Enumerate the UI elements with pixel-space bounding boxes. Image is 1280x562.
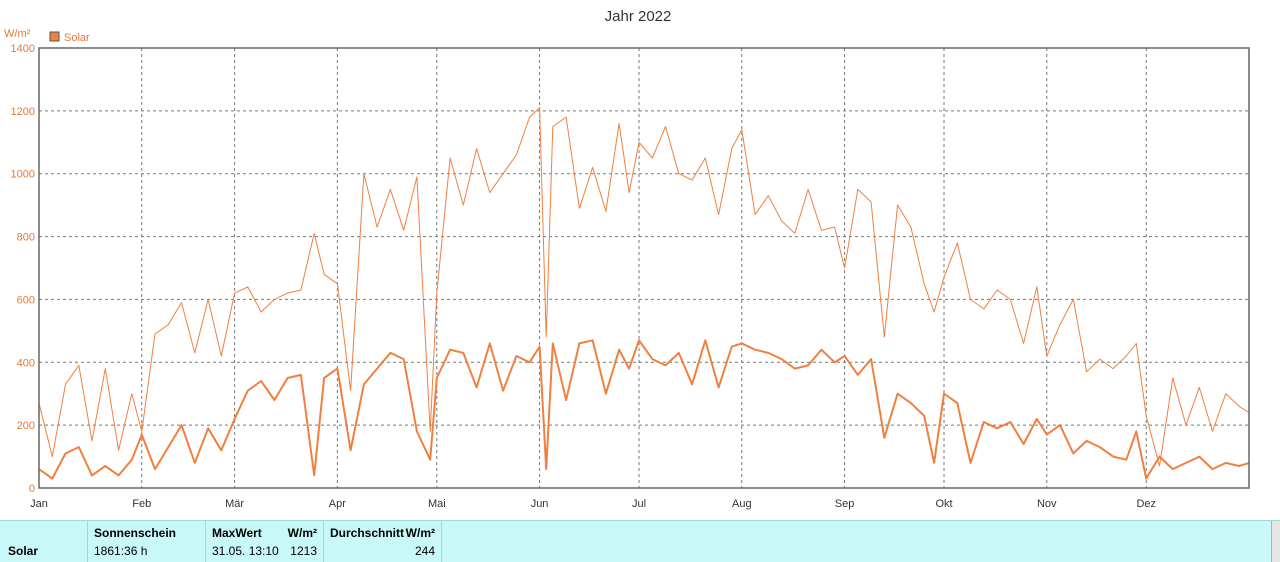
- max-header: MaxWert: [212, 526, 262, 540]
- avg-value: 244: [414, 544, 435, 558]
- x-tick-label: Apr: [329, 498, 346, 510]
- stats-avg-cell: Durchschnitt W/m² 244: [324, 521, 442, 562]
- stats-table: Solar Sonnenschein 1861:36 h MaxWert W/m…: [0, 520, 1280, 562]
- series-line-solar-mean: [38, 339, 1250, 480]
- y-tick-label: 800: [17, 232, 35, 244]
- x-tick-label: Aug: [732, 498, 752, 510]
- y-tick-label: 1400: [11, 43, 35, 55]
- stats-sunshine-cell: Sonnenschein 1861:36 h: [88, 521, 206, 562]
- max-unit: W/m²: [287, 526, 317, 540]
- y-tick-label: 200: [17, 420, 35, 432]
- max-date: 31.05. 13:10: [212, 544, 279, 558]
- legend-swatch: [49, 31, 60, 42]
- x-tick-label: Mai: [428, 498, 446, 510]
- x-tick-label: Feb: [132, 498, 151, 510]
- y-axis-unit: W/m²: [4, 28, 31, 40]
- stats-max-cell: MaxWert W/m² 31.05. 13:10 1213: [206, 521, 324, 562]
- x-tick-label: Dez: [1136, 498, 1156, 510]
- x-tick-label: Sep: [835, 498, 855, 510]
- avg-unit: W/m²: [405, 526, 435, 540]
- avg-header: Durchschnitt: [330, 526, 405, 540]
- stats-row-label-cell: Solar: [0, 521, 88, 562]
- y-tick-label: 600: [17, 294, 35, 306]
- y-tick-label: 0: [29, 483, 35, 495]
- table-scroll-handle[interactable]: [1271, 521, 1280, 562]
- x-tick-label: Jan: [30, 498, 48, 510]
- x-tick-label: Jun: [531, 498, 549, 510]
- chart-area: Jahr 2022 W/m² Solar 0 200 400 600 800 1000 12…: [4, 8, 1250, 510]
- y-tick-label: 1000: [11, 169, 35, 181]
- sunshine-value: 1861:36 h: [94, 544, 148, 558]
- max-value: 1213: [290, 544, 317, 558]
- chart-title: Jahr 2022: [605, 8, 672, 25]
- x-tick-label: Okt: [935, 498, 952, 510]
- x-tick-label: Mär: [225, 498, 244, 510]
- series-line-solar-max: [38, 107, 1250, 467]
- y-tick-label: 1200: [11, 106, 35, 118]
- stats-row-label: Solar: [8, 544, 39, 558]
- plot-frame: [38, 47, 1250, 489]
- solar-chart: Jahr 2022 W/m² Solar 0 200 400 600 800 1000 12…: [4, 8, 1250, 510]
- sunshine-header: Sonnenschein: [94, 526, 177, 540]
- legend-label: Solar: [64, 32, 90, 44]
- x-tick-label: Nov: [1037, 498, 1057, 510]
- x-tick-label: Jul: [632, 498, 646, 510]
- y-tick-label: 400: [17, 357, 35, 369]
